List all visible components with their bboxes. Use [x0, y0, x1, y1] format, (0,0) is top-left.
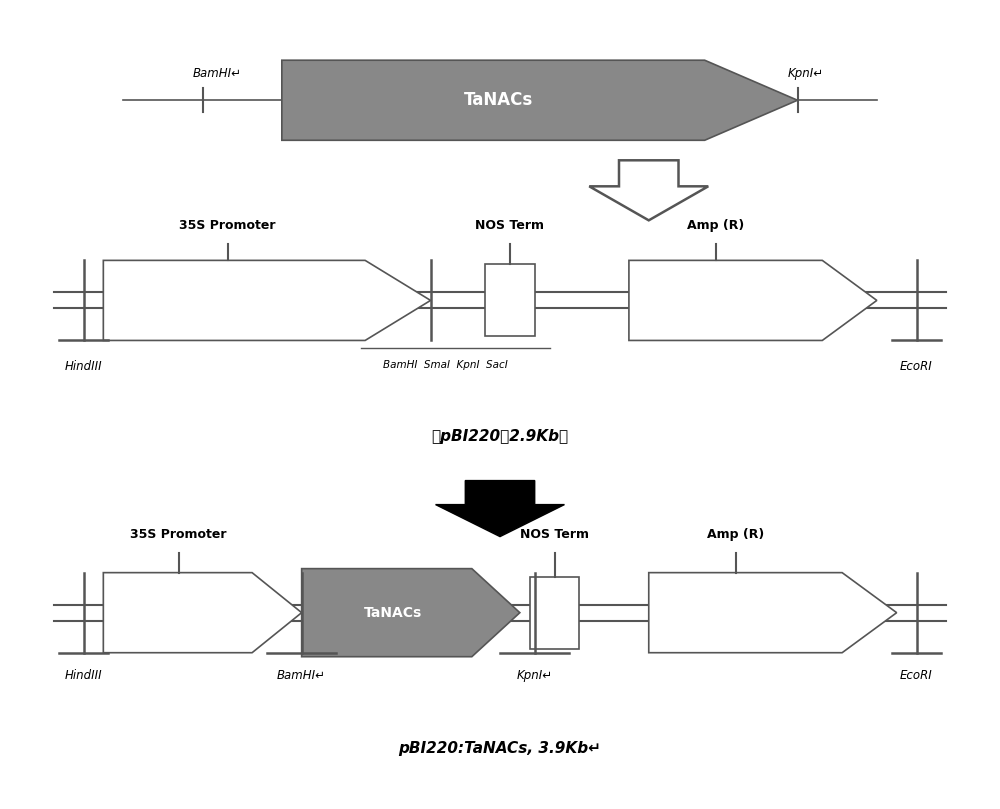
Polygon shape	[103, 260, 431, 341]
Text: KpnI↵: KpnI↵	[517, 669, 553, 682]
Text: BamHI  SmaI  KpnI  SacI: BamHI SmaI KpnI SacI	[383, 361, 508, 371]
Text: TaNACs: TaNACs	[364, 606, 422, 620]
Text: BamHI↵: BamHI↵	[277, 669, 326, 682]
Text: 35S Promoter: 35S Promoter	[130, 527, 227, 540]
Polygon shape	[589, 160, 708, 220]
Polygon shape	[436, 481, 564, 536]
Text: NOS Term: NOS Term	[520, 527, 589, 540]
Text: BamHI↵: BamHI↵	[193, 67, 242, 80]
Text: KpnI↵: KpnI↵	[788, 67, 824, 80]
Text: 35S Promoter: 35S Promoter	[179, 219, 276, 232]
Text: （pBI220，2.9Kb）: （pBI220，2.9Kb）	[431, 429, 569, 443]
Polygon shape	[282, 60, 798, 140]
Text: HindIII: HindIII	[65, 669, 102, 682]
Polygon shape	[649, 573, 897, 653]
Polygon shape	[629, 260, 877, 341]
Polygon shape	[103, 573, 302, 653]
Text: Amp (R): Amp (R)	[707, 527, 764, 540]
Text: EcoRI: EcoRI	[900, 361, 933, 374]
Text: NOS Term: NOS Term	[475, 219, 544, 232]
Text: pBI220:TaNACs, 3.9Kb↵: pBI220:TaNACs, 3.9Kb↵	[399, 741, 601, 756]
Bar	[485, 265, 535, 337]
Text: TaNACs: TaNACs	[464, 91, 533, 109]
Text: EcoRI: EcoRI	[900, 669, 933, 682]
Text: HindIII: HindIII	[65, 361, 102, 374]
Text: Amp (R): Amp (R)	[687, 219, 744, 232]
Bar	[530, 577, 579, 649]
Polygon shape	[302, 569, 520, 657]
